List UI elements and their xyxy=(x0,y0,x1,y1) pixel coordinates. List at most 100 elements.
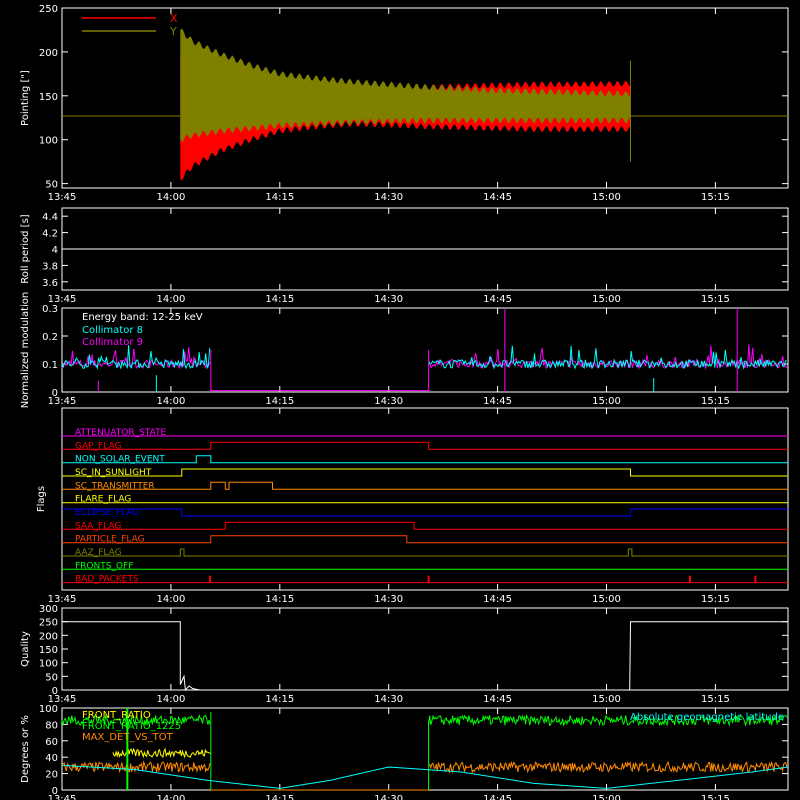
x-tick-label: 15:15 xyxy=(701,794,730,800)
flag-label-FLARE_FLAG: FLARE_FLAG xyxy=(75,495,131,505)
roll-period-ylabel: Roll period [s] xyxy=(20,214,31,283)
x-tick-label: 14:45 xyxy=(483,594,512,605)
x-tick-label: 15:15 xyxy=(701,694,730,705)
panel-frame-4 xyxy=(61,607,789,691)
y-tick-label: 3.6 xyxy=(42,278,58,289)
degrees-legend-latitude: Absolute geomagnetic latitude xyxy=(630,712,784,723)
x-tick-label: 14:30 xyxy=(374,794,403,800)
pointing-series-Y xyxy=(180,28,631,143)
pointing-ylabel: Pointing ["] xyxy=(20,70,31,126)
flag-line-NON_SOLAR_EVENT xyxy=(62,455,788,464)
x-tick-label: 13:45 xyxy=(48,396,77,407)
y-tick-label: 0.2 xyxy=(42,332,58,343)
flag-line-SC_IN_SUNLIGHT xyxy=(62,468,788,477)
y-tick-label: 300 xyxy=(39,604,58,615)
flag-label-ECLIPSE_FLAG: ECLIPSE_FLAG xyxy=(75,508,139,518)
flag-line-GAP_FLAG xyxy=(62,441,788,450)
modulation-ylabel: Normalized modulation xyxy=(20,292,31,409)
x-tick-label: 14:30 xyxy=(374,294,403,305)
y-tick-label: 4.4 xyxy=(42,212,58,223)
panel-frame-3 xyxy=(61,407,789,591)
x-tick-label: 14:45 xyxy=(483,294,512,305)
series-FRONT_RATIO_1225 xyxy=(61,713,788,728)
x-tick-label: 14:00 xyxy=(156,294,185,305)
degrees-legend-1: FRONT_RATIO_1225 xyxy=(82,721,181,732)
modulation-annotation: Energy band: 12-25 keV xyxy=(82,312,203,323)
flag-label-SAA_FLAG: SAA_FLAG xyxy=(75,521,121,531)
y-tick-label: 200 xyxy=(39,48,58,59)
series-FRONT_RATIO xyxy=(112,747,212,759)
panel-frame-2 xyxy=(61,307,789,393)
x-tick-label: 14:00 xyxy=(156,694,185,705)
y-tick-label: 250 xyxy=(39,4,58,15)
y-tick-label: 50 xyxy=(45,672,58,683)
x-tick-label: 14:00 xyxy=(156,794,185,800)
y-tick-label: 4 xyxy=(52,245,58,256)
x-tick-label: 13:45 xyxy=(48,294,77,305)
modulation-series-Collimator-8 xyxy=(61,345,787,370)
y-tick-label: 60 xyxy=(45,737,58,748)
x-tick-label: 14:00 xyxy=(156,396,185,407)
x-tick-label: 15:15 xyxy=(701,396,730,407)
x-tick-label: 14:15 xyxy=(265,794,294,800)
y-tick-label: 200 xyxy=(39,631,58,642)
quality-line xyxy=(62,621,788,692)
x-tick-label: 14:45 xyxy=(483,694,512,705)
flag-line-PARTICLE_FLAG xyxy=(62,535,788,544)
flag-label-FRONTS_OFF: FRONTS_OFF xyxy=(75,561,133,571)
y-tick-label: 4.2 xyxy=(42,229,58,240)
y-tick-label: 40 xyxy=(45,753,58,764)
degrees-ylabel: Degrees or % xyxy=(20,715,31,783)
modulation-legend-0: Collimator 8 xyxy=(82,325,143,336)
degrees-legend-2: MAX_DET_VS_TOT xyxy=(82,732,174,743)
flag-line-SAA_FLAG xyxy=(62,521,788,530)
flag-line-SC_TRANSMITTER xyxy=(62,481,788,490)
y-tick-label: 100 xyxy=(39,704,58,715)
y-tick-label: 150 xyxy=(39,645,58,656)
flag-label-AAZ_FLAG: AAZ_FLAG xyxy=(75,548,122,558)
x-tick-label: 14:00 xyxy=(156,594,185,605)
x-tick-label: 13:45 xyxy=(48,694,77,705)
x-tick-label: 13:45 xyxy=(48,192,77,203)
x-tick-label: 15:00 xyxy=(592,794,621,800)
x-tick-label: 15:00 xyxy=(592,192,621,203)
flag-label-SC_IN_SUNLIGHT: SC_IN_SUNLIGHT xyxy=(75,468,152,478)
y-tick-label: 80 xyxy=(45,720,58,731)
flag-label-BAD_PACKETS: BAD_PACKETS xyxy=(75,575,139,585)
flag-label-NON_SOLAR_EVENT: NON_SOLAR_EVENT xyxy=(75,455,165,465)
y-tick-label: 20 xyxy=(45,770,58,781)
y-tick-label: 0.3 xyxy=(42,304,58,315)
series-MAX_DET_VS_TOT xyxy=(61,760,788,774)
flag-label-GAP_FLAG: GAP_FLAG xyxy=(75,441,121,451)
modulation-series-Collimator-9 xyxy=(61,344,788,371)
flag-line-AAZ_FLAG xyxy=(62,548,788,557)
x-tick-label: 14:15 xyxy=(265,694,294,705)
x-tick-label: 15:00 xyxy=(592,594,621,605)
x-tick-label: 14:15 xyxy=(265,294,294,305)
y-tick-label: 100 xyxy=(39,136,58,147)
x-tick-label: 15:00 xyxy=(592,694,621,705)
legend-label-Y: Y xyxy=(169,25,177,38)
x-tick-label: 14:30 xyxy=(374,396,403,407)
quality-ylabel: Quality xyxy=(20,631,31,667)
x-tick-label: 14:45 xyxy=(483,396,512,407)
x-tick-label: 14:45 xyxy=(483,794,512,800)
y-tick-label: 0 xyxy=(52,786,58,797)
flag-line-ECLIPSE_FLAG xyxy=(62,508,788,517)
panel-frame-0 xyxy=(61,7,789,189)
degrees-legend-0: FRONT_RATIO xyxy=(82,710,151,721)
flag-label-PARTICLE_FLAG: PARTICLE_FLAG xyxy=(75,535,145,545)
y-tick-label: 50 xyxy=(45,180,58,191)
x-tick-label: 14:30 xyxy=(374,594,403,605)
x-tick-label: 14:00 xyxy=(156,192,185,203)
flag-label-ATTENUATOR_STATE: ATTENUATOR_STATE xyxy=(75,428,167,438)
y-tick-label: 0.1 xyxy=(42,360,58,371)
y-tick-label: 0 xyxy=(52,686,58,697)
x-tick-label: 14:45 xyxy=(483,192,512,203)
x-tick-label: 14:15 xyxy=(265,594,294,605)
x-tick-label: 15:00 xyxy=(592,396,621,407)
x-tick-label: 15:00 xyxy=(592,294,621,305)
y-tick-label: 150 xyxy=(39,92,58,103)
x-tick-label: 14:15 xyxy=(265,192,294,203)
